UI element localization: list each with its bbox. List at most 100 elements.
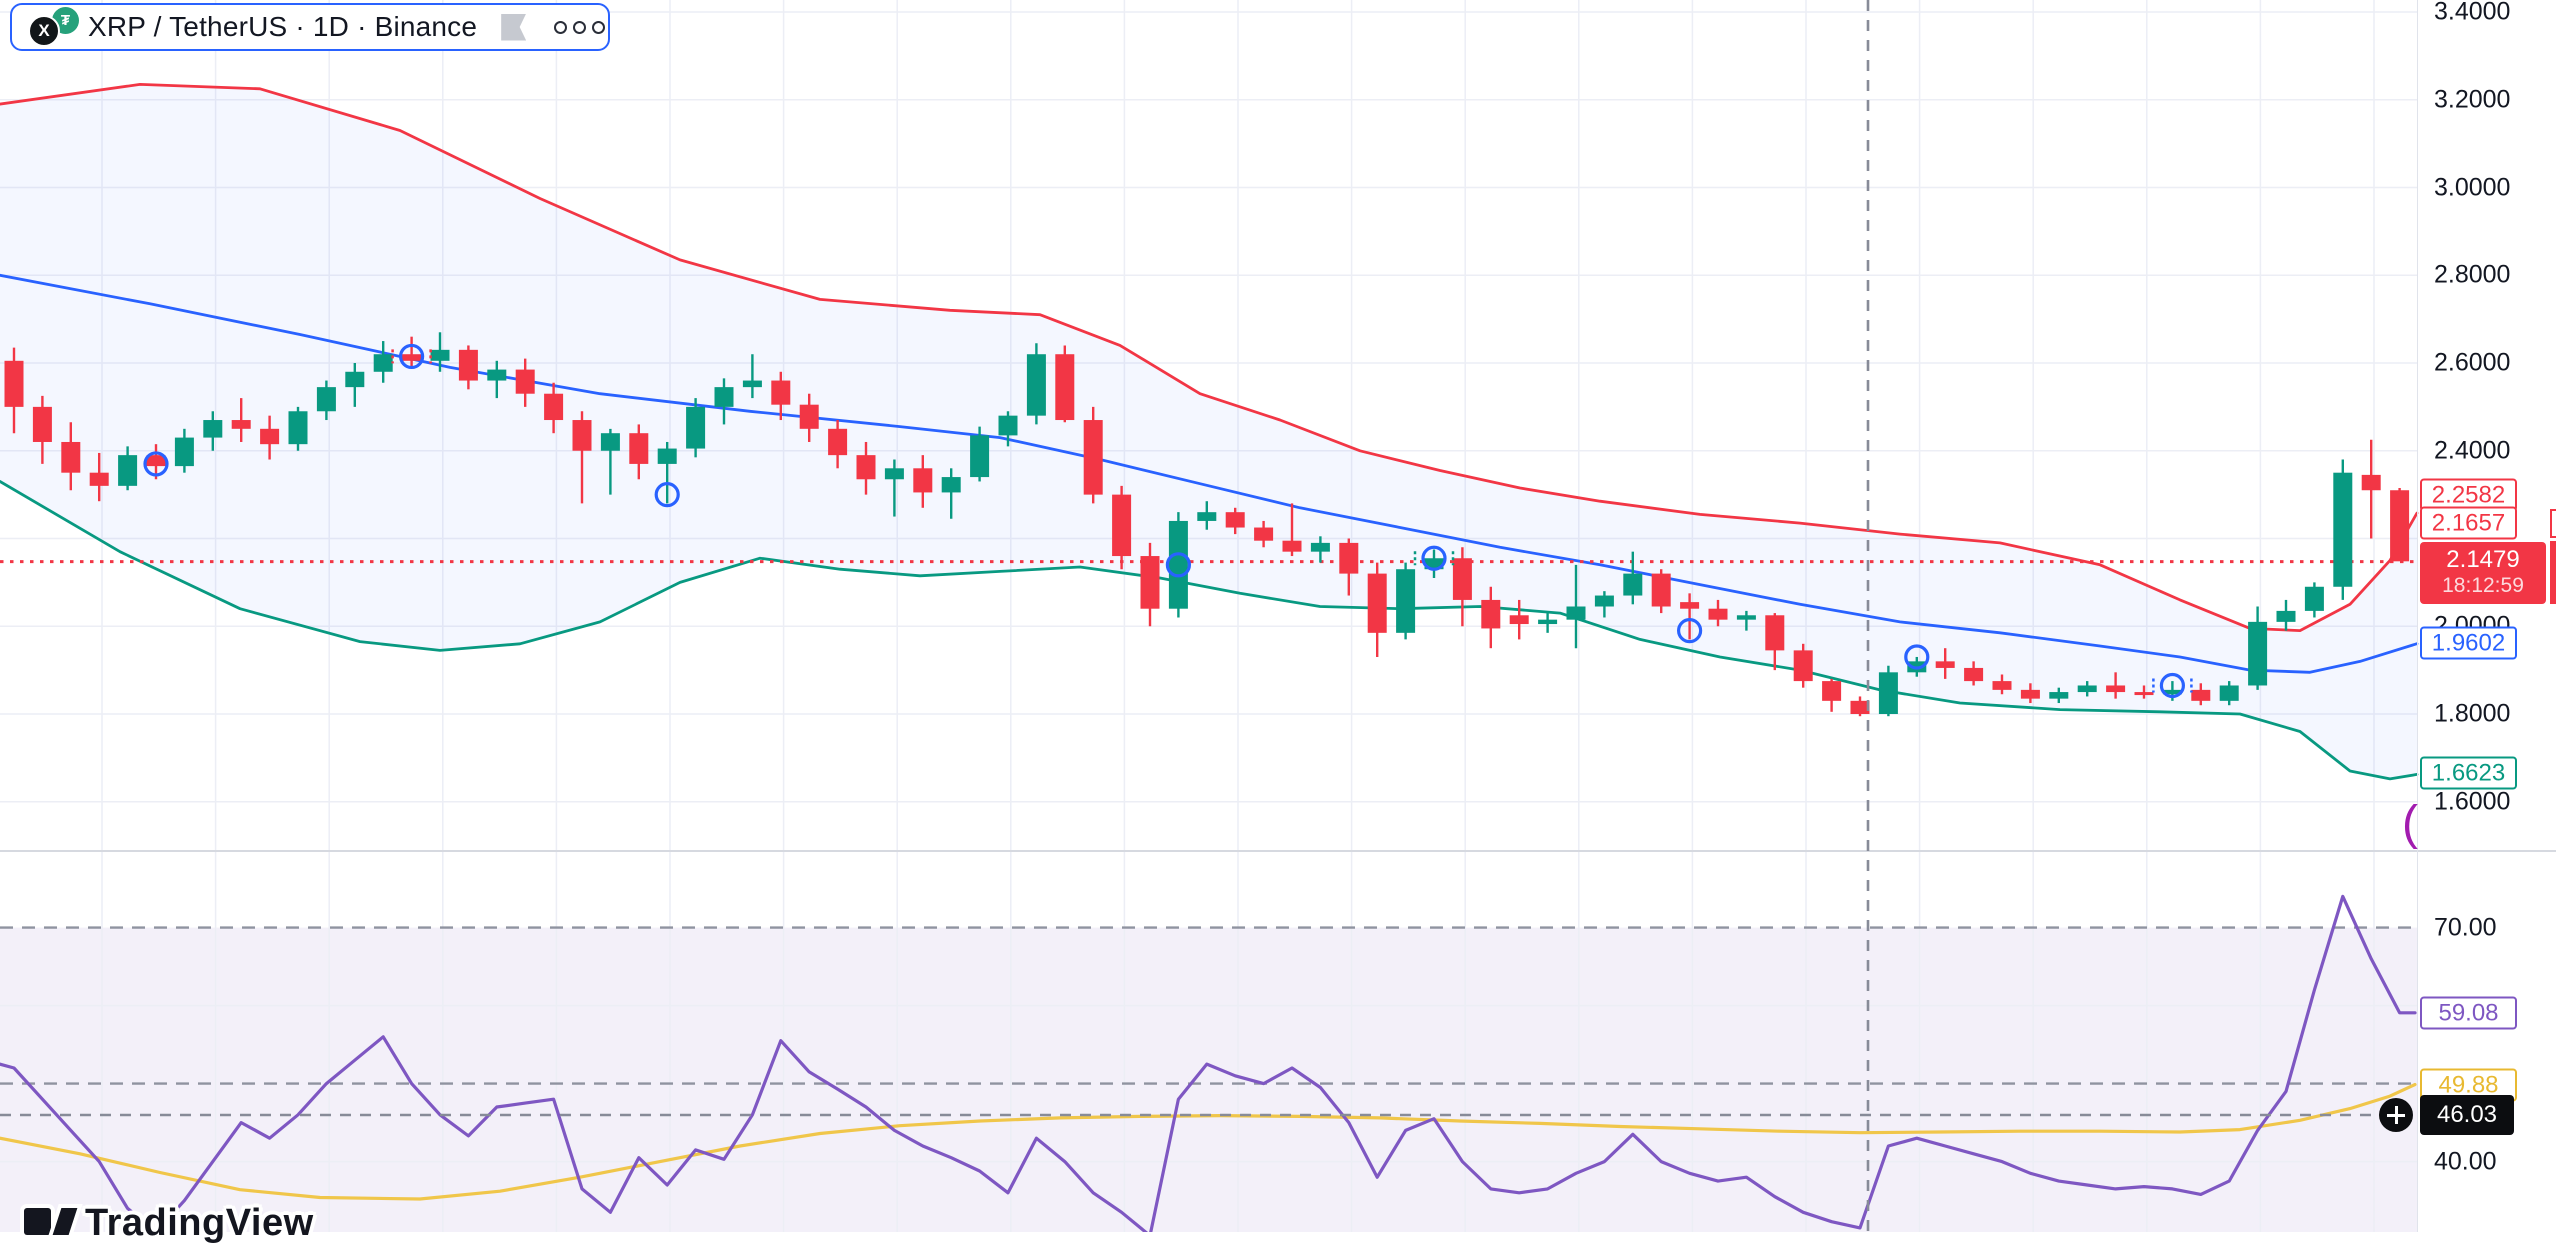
price-tick-label: 3.4000 (2434, 0, 2511, 26)
candle (2191, 683, 2211, 706)
candle (1623, 551, 1643, 605)
candle (1026, 343, 1046, 425)
bb-basis-value[interactable]: 1.9602 (2420, 626, 2517, 660)
last-price[interactable]: 2.1479 18:12:59 (2420, 542, 2546, 604)
candle (1254, 520, 1274, 548)
candle (941, 468, 961, 519)
price-scale-divider (2417, 0, 2418, 1232)
candle (1225, 507, 1245, 535)
candle (345, 363, 365, 407)
candle (1538, 613, 1558, 633)
last-price-value: 2.1479 (2446, 546, 2520, 573)
candle (2361, 439, 2381, 539)
tradingview-logo[interactable]: TradingView (24, 1204, 314, 1242)
tradingview-logo-icon (24, 1208, 51, 1235)
candle (714, 378, 734, 425)
bollinger-bands (0, 83, 2419, 781)
rsi-line (0, 894, 2417, 1232)
candle (600, 428, 620, 495)
gridlines (0, 0, 2417, 1232)
candle (1935, 648, 1955, 679)
candle (2248, 606, 2268, 690)
rsi-value[interactable]: 59.08 (2420, 996, 2517, 1030)
candle (1055, 345, 1075, 423)
candle (61, 422, 81, 491)
more-options-button[interactable] (554, 20, 606, 34)
candle (174, 428, 194, 473)
bb-upper-value[interactable]: 2.2582 (2420, 478, 2517, 512)
candle (1112, 485, 1132, 570)
rsi-tick-label: 70.00 (2434, 913, 2497, 942)
candle (2333, 459, 2353, 600)
symbol-header[interactable]: ₮ X XRP / TetherUS · 1D · Binance (10, 3, 610, 51)
candle (2020, 683, 2040, 704)
flag-icon[interactable] (501, 13, 527, 41)
candle (1651, 569, 1671, 614)
candle (1878, 665, 1898, 717)
rsi-tick-label: 40.00 (2434, 1147, 2497, 1176)
candle (1140, 542, 1160, 627)
candle (799, 393, 819, 442)
candle (4, 347, 24, 434)
candle (657, 441, 677, 504)
bollinger-fill (0, 84, 2417, 779)
candle (373, 341, 393, 383)
rsi-ma-line (0, 1082, 2417, 1201)
candle (2276, 599, 2296, 631)
candle (2390, 488, 2410, 562)
candle (2106, 672, 2126, 699)
price-tick-label: 2.6000 (2434, 348, 2511, 377)
circle-marker (143, 451, 169, 477)
candle (572, 411, 592, 504)
price-line-value[interactable]: 2.1657 (2420, 506, 2517, 540)
bb-lower-value[interactable]: 1.6623 (2420, 756, 2517, 790)
candle (1793, 643, 1813, 688)
candle (544, 382, 564, 434)
candle (884, 459, 904, 517)
candle (288, 406, 308, 451)
candle (1452, 547, 1472, 627)
candle (1680, 593, 1700, 640)
cutoff-label-sliver (2550, 541, 2556, 604)
circle-marker (654, 482, 680, 508)
candle (828, 420, 848, 469)
candle (970, 426, 990, 482)
price-tick-label: 3.0000 (2434, 173, 2511, 201)
circle-marker (1676, 618, 1703, 644)
symbol-logos: ₮ X (26, 4, 84, 50)
circle-marker (2159, 672, 2185, 699)
candle (2304, 582, 2324, 618)
circle-marker (1421, 545, 1447, 571)
candle (686, 398, 706, 458)
price-tick-label: 3.2000 (2434, 85, 2511, 114)
tradingview-logo-icon-2 (52, 1208, 78, 1235)
candle (1708, 599, 1728, 627)
candle (203, 411, 223, 451)
candle (1736, 610, 1756, 631)
rsi-level-lines (0, 926, 2417, 1085)
candle (316, 380, 336, 421)
price-tick-label: 2.4000 (2434, 436, 2511, 465)
circle-marker (1165, 552, 1192, 578)
candle (1197, 501, 1217, 530)
candles (4, 332, 2410, 717)
candle (1168, 512, 1188, 618)
crosshair (0, 0, 2417, 1232)
cutoff-label-sliver (2550, 509, 2556, 538)
symbol-title: XRP / TetherUS · 1D · Binance (88, 11, 478, 42)
candle (2049, 687, 2069, 704)
candle (430, 332, 450, 372)
candle (458, 345, 478, 390)
candle (32, 395, 52, 464)
crosshair-value[interactable]: 46.03 (2420, 1095, 2514, 1135)
circle-marker (1904, 644, 1930, 670)
crosshair-plus-button[interactable] (2379, 1098, 2413, 1132)
candle (1509, 599, 1529, 640)
price-tick-label: 1.6000 (2434, 787, 2511, 816)
candle (629, 424, 649, 480)
candle (1424, 549, 1444, 578)
price-tick-label: 2.8000 (2434, 260, 2511, 289)
candle (487, 360, 507, 399)
